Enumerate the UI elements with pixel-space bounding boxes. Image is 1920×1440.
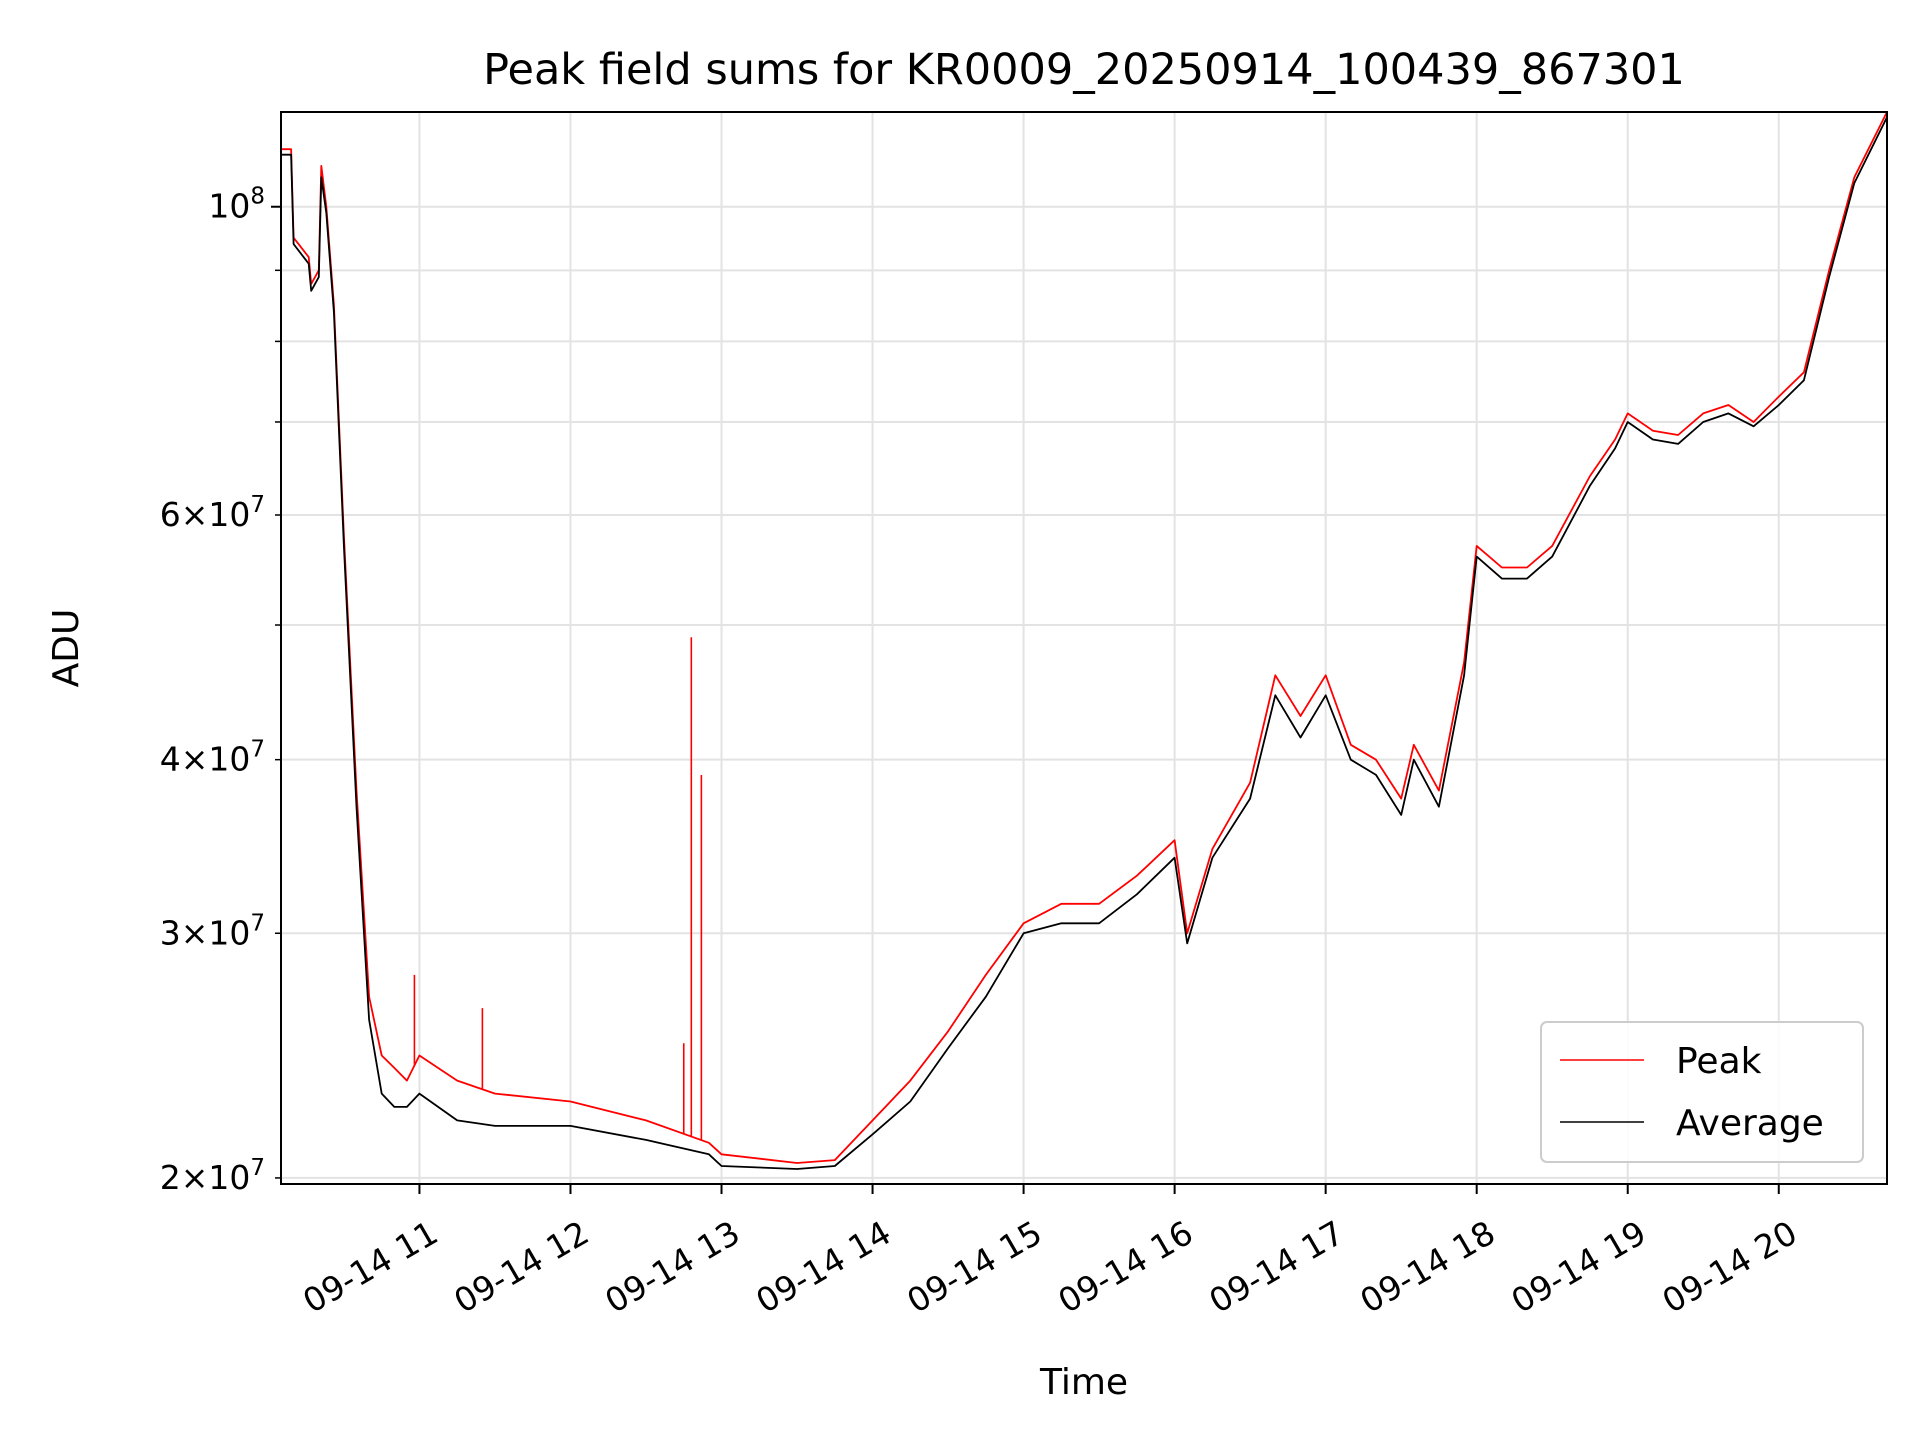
y-tick-exponent: 7 [250, 1155, 265, 1181]
series-layer [281, 112, 1887, 1170]
y-tick-base: 10 [208, 495, 250, 534]
x-axis-label: Time [1039, 1362, 1128, 1403]
y-tick-mantissa: 3 [160, 913, 181, 952]
y-tick-mantissa: 6 [160, 495, 181, 534]
y-tick-mantissa: 4 [160, 740, 181, 779]
y-tick-base: 10 [208, 1158, 250, 1197]
y-tick-mantissa: 2 [160, 1158, 181, 1197]
y-tick-label: 4×107 [160, 737, 265, 779]
y-tick-exponent: 7 [250, 737, 265, 763]
legend: Peak Average [1540, 1021, 1864, 1163]
y-tick-label: 3×107 [160, 910, 265, 952]
y-tick-exponent: 7 [250, 492, 265, 518]
series-line-peak [281, 112, 1887, 1164]
y-tick-label: 2×107 [160, 1155, 265, 1197]
chart-title: Peak field sums for KR0009_20250914_1004… [483, 45, 1685, 95]
grid [281, 112, 1887, 1184]
y-tick-base: 10 [208, 187, 250, 226]
legend-label-average: Average [1676, 1103, 1824, 1144]
y-tick-times: × [181, 1158, 209, 1197]
legend-label-peak: Peak [1676, 1041, 1762, 1082]
y-tick-times: × [181, 913, 209, 952]
legend-box [1540, 1021, 1864, 1163]
y-tick-times: × [181, 495, 209, 534]
y-tick-exponent: 7 [250, 910, 265, 936]
y-tick-label: 6×107 [160, 492, 265, 534]
y-axis-label: ADU [46, 609, 87, 688]
y-tick-base: 10 [208, 740, 250, 779]
y-tick-base: 10 [208, 913, 250, 952]
series-line-average [281, 116, 1887, 1170]
y-tick-exponent: 8 [250, 184, 265, 210]
plot-frame [280, 111, 1888, 1185]
y-tick-label: 108 [208, 184, 265, 226]
y-tick-times: × [181, 740, 209, 779]
